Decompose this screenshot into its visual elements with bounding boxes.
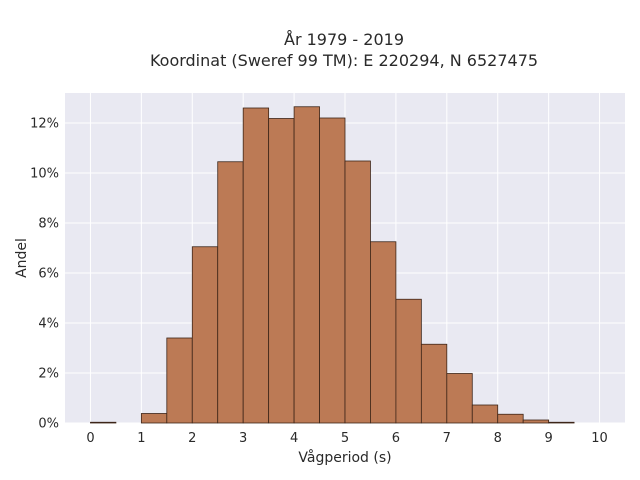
x-axis-ticks: 0 1 2 3 4 5 6 7 8 9 10 [86, 431, 608, 446]
y-tick-label: 4% [38, 317, 59, 332]
histogram-bar [242, 107, 270, 424]
x-tick-label: 3 [239, 431, 247, 446]
histogram-bar [217, 161, 244, 424]
histogram-bar [522, 419, 550, 424]
x-tick-label: 2 [188, 431, 196, 446]
histogram-bar [420, 343, 448, 424]
histogram-bar [344, 160, 371, 424]
histogram-bar [319, 117, 346, 424]
x-tick-label: 1 [137, 431, 145, 446]
y-tick-label: 12% [30, 117, 59, 132]
histogram-bar [370, 241, 397, 424]
y-tick-label: 2% [38, 367, 59, 382]
x-tick-label: 6 [392, 431, 400, 446]
x-axis-label: Vågperiod (s) [298, 449, 391, 466]
histogram-bar [395, 298, 422, 424]
histogram-bar [293, 106, 320, 424]
x-tick-label: 8 [494, 431, 502, 446]
x-tick-label: 4 [290, 431, 298, 446]
histogram-bar [140, 413, 168, 424]
histogram-bar [471, 404, 499, 424]
x-tick-label: 10 [591, 431, 608, 446]
y-tick-label: 8% [38, 217, 59, 232]
chart-title-line1: År 1979 - 2019 [284, 30, 404, 49]
y-tick-label: 10% [30, 167, 59, 182]
histogram-bar [497, 413, 524, 424]
histogram-bar [548, 421, 575, 424]
x-tick-label: 7 [443, 431, 451, 446]
y-axis-label: Andel [14, 238, 30, 278]
y-tick-label: 0% [38, 417, 59, 432]
y-axis-ticks: 0% 2% 4% 6% 8% 10% 12% [30, 117, 59, 432]
histogram-bar [90, 421, 117, 424]
histogram-bar [268, 118, 295, 424]
x-tick-label: 0 [86, 431, 94, 446]
y-tick-label: 6% [38, 267, 59, 282]
chart-title-line2: Koordinat (Sweref 99 TM): E 220294, N 65… [150, 51, 538, 70]
histogram-bar [446, 373, 473, 424]
x-tick-label: 5 [341, 431, 349, 446]
histogram-bars [90, 106, 575, 424]
histogram-bar [191, 246, 219, 424]
histogram-bar [166, 337, 193, 424]
x-tick-label: 9 [544, 431, 552, 446]
